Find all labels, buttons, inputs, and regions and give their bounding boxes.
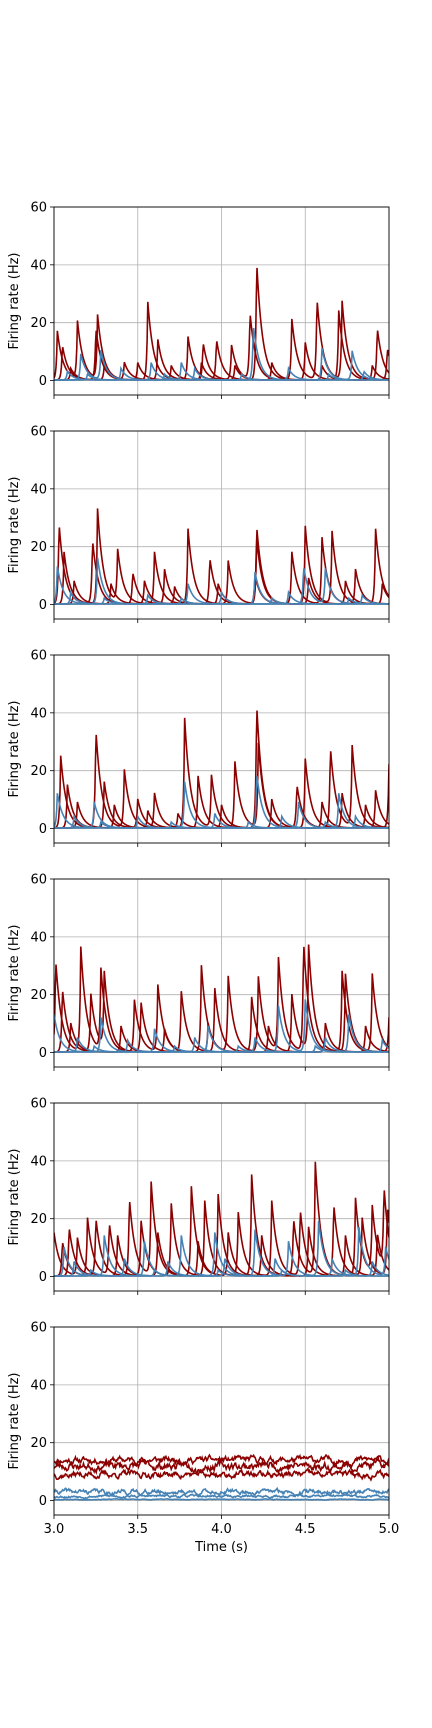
x-tick-label: 5.0 — [379, 1522, 400, 1537]
y-tick-label: 20 — [30, 540, 47, 555]
y-tick-label: 40 — [30, 930, 47, 945]
x-tick-label: 3.0 — [44, 1522, 65, 1537]
series-line-3 — [54, 1467, 389, 1482]
subplot-6: 3.0 3.5 4.0 4.5 5.0 0 20 40 60 Firing rate (Hz) Ti… — [7, 1321, 399, 1556]
y-tick-label: 40 — [30, 706, 47, 721]
subplot-1: 0 20 40 60 Firing rate (Hz) — [7, 201, 390, 399]
series-line-2 — [54, 1456, 389, 1476]
series-line-5 — [54, 813, 389, 829]
y-tick-label: 60 — [30, 649, 47, 664]
y-tick-label: 0 — [39, 822, 47, 837]
y-tick-label: 60 — [30, 1321, 47, 1336]
axes-frame — [53, 430, 390, 620]
y-tick-label: 60 — [30, 201, 47, 216]
y-tick-label: 40 — [30, 258, 47, 273]
series-line-6 — [54, 372, 389, 381]
x-tick-label: 4.0 — [211, 1522, 232, 1537]
axes-frame — [53, 654, 390, 844]
series-line-6 — [54, 1498, 389, 1501]
series-line-1 — [54, 710, 389, 829]
y-axis-label: Firing rate (Hz) — [7, 924, 22, 1021]
y-axis-label: Firing rate (Hz) — [7, 476, 22, 573]
y-tick-label: 20 — [30, 764, 47, 779]
y-tick-label: 0 — [39, 1046, 47, 1061]
y-tick-label: 20 — [30, 316, 47, 331]
series-line-6 — [54, 596, 389, 605]
axes-frame — [53, 878, 390, 1068]
y-axis-label: Firing rate (Hz) — [7, 252, 22, 349]
y-tick-label: 0 — [39, 598, 47, 613]
y-tick-label: 0 — [39, 374, 47, 389]
y-tick-label: 0 — [39, 1494, 47, 1509]
subplot-5: 0 20 40 60 Firing rate (Hz) — [7, 1097, 390, 1295]
series-line-2 — [54, 1200, 389, 1277]
y-tick-label: 0 — [39, 1270, 47, 1285]
y-tick-label: 20 — [30, 1436, 47, 1451]
y-tick-label: 20 — [30, 1212, 47, 1227]
series-line-6 — [54, 820, 389, 829]
series-line-2 — [54, 944, 389, 1053]
y-axis-label: Firing rate (Hz) — [7, 700, 22, 797]
series-line-6 — [54, 1268, 389, 1277]
y-tick-label: 40 — [30, 1154, 47, 1169]
subplot-4: 0 20 40 60 Firing rate (Hz) — [7, 873, 390, 1071]
series-line-5 — [54, 1493, 389, 1500]
series-line-4 — [54, 1486, 389, 1498]
x-axis-label: Time (s) — [194, 1540, 248, 1555]
y-tick-label: 40 — [30, 482, 47, 497]
y-tick-label: 20 — [30, 988, 47, 1003]
y-tick-label: 60 — [30, 425, 47, 440]
y-tick-label: 40 — [30, 1378, 47, 1393]
subplot-2: 0 20 40 60 Firing rate (Hz) — [7, 425, 390, 623]
x-tick-label: 3.5 — [127, 1522, 148, 1537]
y-tick-label: 60 — [30, 1097, 47, 1112]
axes-frame — [53, 1326, 390, 1516]
y-axis-label: Firing rate (Hz) — [7, 1148, 22, 1245]
x-tick-label: 4.5 — [295, 1522, 316, 1537]
subplot-3: 0 20 40 60 Firing rate (Hz) — [7, 649, 390, 847]
series-line-6 — [54, 1044, 389, 1053]
y-axis-label: Firing rate (Hz) — [7, 1372, 22, 1469]
series-line-4 — [54, 1220, 389, 1277]
axes-frame — [53, 206, 390, 396]
y-tick-label: 60 — [30, 873, 47, 888]
axes-frame — [53, 1102, 390, 1292]
